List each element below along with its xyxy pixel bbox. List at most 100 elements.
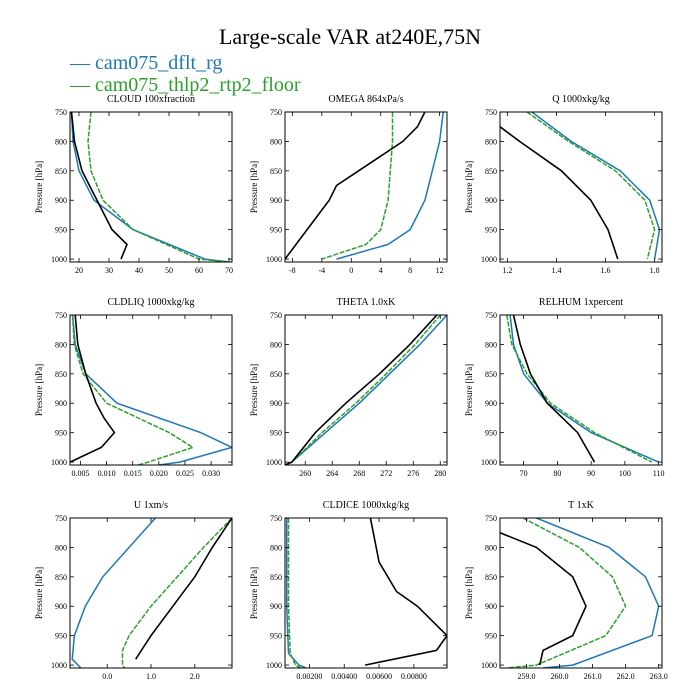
y-tick-label: 850 — [270, 370, 282, 379]
subplot-5: 750 800 850 900 950 1000 260 264 268 272 276 280 THE… — [249, 297, 448, 478]
subplot-title: CLDLIQ 1000xkg/kg — [108, 297, 195, 308]
y-axis-label: Pressure [hPa] — [34, 161, 44, 213]
y-axis-label: Pressure [hPa] — [34, 567, 44, 619]
subplot-title: CLOUD 100xfraction — [107, 94, 195, 105]
series-line-2 — [121, 518, 232, 668]
plot-frame — [69, 517, 233, 669]
y-tick-label: 800 — [55, 137, 67, 146]
x-tick-label: 50 — [165, 266, 173, 275]
y-tick-label: 950 — [485, 226, 497, 235]
y-tick-label: 900 — [55, 602, 67, 611]
y-tick-label: 850 — [55, 370, 67, 379]
x-tick-label: 70 — [225, 266, 233, 275]
x-tick-label: 1.2 — [502, 266, 512, 275]
legend-entry-dflt: — cam075_dflt_rg — [70, 52, 222, 75]
y-tick-label: 850 — [485, 167, 497, 176]
subplot-title: T 1xK — [568, 500, 594, 511]
series-line-3 — [285, 315, 438, 465]
series-line-1 — [336, 112, 445, 260]
subplot-3: 750 800 850 900 950 1000 1.2 1.4 1.6 1.8 Q 1000xkg… — [464, 94, 663, 275]
y-axis-label: Pressure [hPa] — [34, 364, 44, 416]
y-tick-label: 950 — [55, 632, 67, 641]
subplot-6: 750 800 850 900 950 1000 70 80 90 100 110 RELHUM 1x… — [464, 297, 664, 478]
y-tick-label: 950 — [270, 226, 282, 235]
x-tick-label: 60 — [195, 266, 203, 275]
series-line-1 — [531, 112, 661, 260]
x-tick-label: 276 — [407, 469, 419, 478]
y-tick-label: 1000 — [266, 661, 282, 670]
y-tick-label: 800 — [55, 340, 67, 349]
x-tick-label: 1.0 — [146, 672, 156, 681]
y-tick-label: 800 — [485, 543, 497, 552]
y-tick-label: 950 — [270, 429, 282, 438]
y-tick-label: 800 — [270, 543, 282, 552]
x-tick-label: 268 — [353, 469, 365, 478]
series-line-2 — [321, 112, 394, 260]
plot-frame — [499, 517, 663, 669]
subplot-4: 750 800 850 900 950 1000 0.005 0.010 0.015 0.020 0… — [34, 297, 233, 478]
x-tick-label: 20 — [75, 266, 83, 275]
y-tick-label: 750 — [270, 514, 282, 523]
x-tick-label: 1.4 — [551, 266, 561, 275]
x-tick-label: 0.015 — [124, 469, 142, 478]
y-tick-label: 850 — [485, 573, 497, 582]
y-tick-label: 950 — [55, 429, 67, 438]
subplot-title: OMEGA 864xPa/s — [328, 94, 403, 105]
y-tick-label: 900 — [485, 602, 497, 611]
x-tick-label: 260 — [299, 469, 311, 478]
series-line-3 — [500, 126, 619, 260]
y-tick-label: 750 — [485, 514, 497, 523]
series-line-2 — [71, 315, 195, 465]
series-line-1 — [285, 315, 447, 465]
y-axis-label: Pressure [hPa] — [464, 161, 474, 213]
x-tick-label: 100 — [619, 469, 631, 478]
series-line-3 — [135, 518, 232, 660]
y-tick-label: 750 — [270, 108, 282, 117]
x-tick-label: 0.00800 — [401, 672, 427, 681]
x-tick-label: 0.00600 — [366, 672, 392, 681]
y-tick-label: 750 — [55, 514, 67, 523]
plot-frame — [284, 111, 448, 263]
x-tick-label: 264 — [326, 469, 338, 478]
y-tick-label: 850 — [270, 167, 282, 176]
x-tick-label: 0.00400 — [331, 672, 357, 681]
x-tick-label: 1.8 — [650, 266, 660, 275]
x-tick-label: 2.0 — [190, 672, 200, 681]
plot-frame — [284, 517, 448, 669]
series-line-1 — [71, 518, 156, 668]
x-tick-label: 0.010 — [98, 469, 116, 478]
y-tick-label: 750 — [270, 311, 282, 320]
x-tick-label: -8 — [289, 266, 296, 275]
y-tick-label: 900 — [485, 399, 497, 408]
y-tick-label: 1000 — [51, 255, 67, 264]
x-tick-label: 80 — [553, 469, 561, 478]
y-axis-label: Pressure [hPa] — [249, 161, 259, 213]
x-tick-label: 110 — [653, 469, 665, 478]
x-tick-label: 90 — [587, 469, 595, 478]
x-tick-label: 260.0 — [551, 672, 569, 681]
x-tick-label: 4 — [379, 266, 383, 275]
x-tick-label: 12 — [436, 266, 444, 275]
series-line-1 — [509, 315, 659, 463]
x-tick-label: 272 — [380, 469, 392, 478]
legend-line-marker: — — [70, 74, 95, 96]
series-line-3 — [364, 518, 447, 666]
legend-entry-thlp2: — cam075_thlp2_rtp2_floor — [70, 74, 301, 97]
y-tick-label: 750 — [485, 108, 497, 117]
subplot-title: THETA 1.0xK — [337, 297, 396, 308]
y-axis-label: Pressure [hPa] — [249, 364, 259, 416]
x-tick-label: 0 — [349, 266, 353, 275]
series-line-3 — [512, 315, 596, 463]
legend-label: cam075_thlp2_rtp2_floor — [95, 74, 301, 96]
series-line-1 — [536, 518, 660, 668]
y-tick-label: 1000 — [51, 458, 67, 467]
y-tick-label: 950 — [485, 632, 497, 641]
x-tick-label: 0.00200 — [296, 672, 322, 681]
subplot-9: 750 800 850 900 950 1000 259.0 260.0 261.0 262.0 2… — [464, 500, 668, 681]
subplot-title: U 1xm/s — [134, 500, 168, 511]
y-tick-label: 950 — [485, 429, 497, 438]
y-tick-label: 800 — [485, 137, 497, 146]
plot-frame — [284, 314, 448, 466]
y-tick-label: 1000 — [266, 458, 282, 467]
